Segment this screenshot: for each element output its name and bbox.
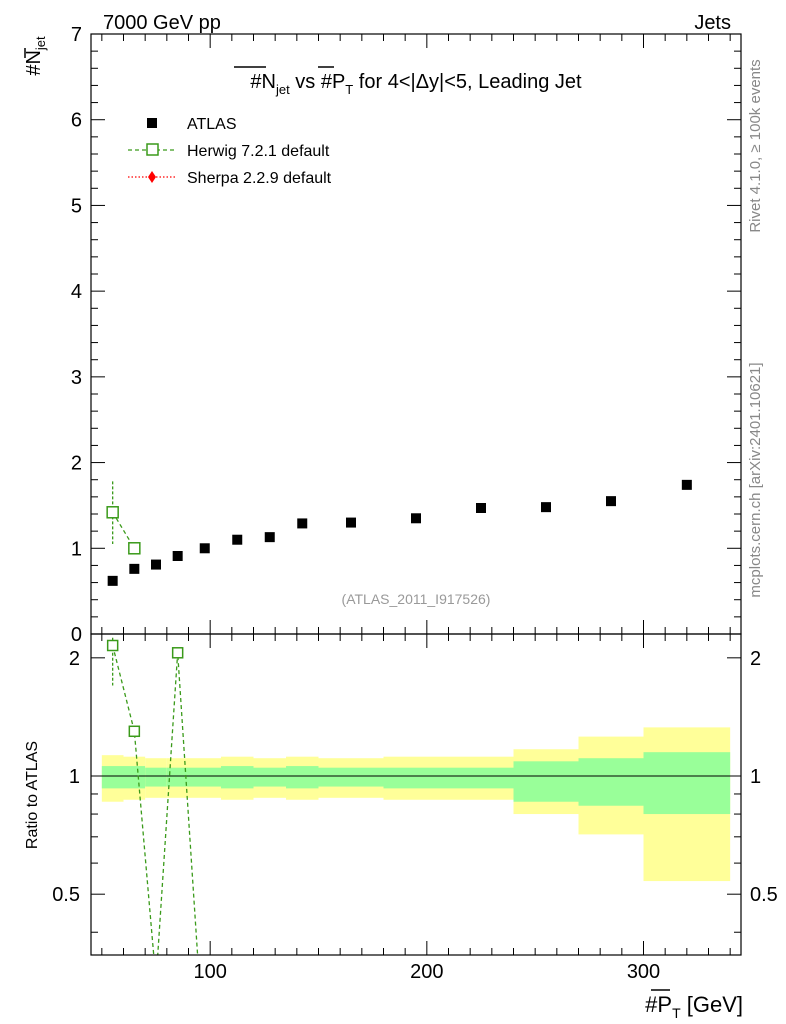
ratio-herwig-point (128, 725, 141, 738)
atlas-point (606, 496, 616, 507)
ratio-band-inner (188, 767, 221, 787)
x-tick-label: 100 (193, 961, 226, 983)
y-tick-label: 7 (71, 24, 82, 46)
ratio-bands (101, 727, 731, 882)
atlas-point (107, 575, 118, 586)
ratio-band-inner (145, 767, 167, 787)
rivet-label: Rivet 4.1.0, ≥ 100k events (747, 59, 764, 232)
ratio-band-inner (318, 767, 384, 787)
ratio-herwig-point (171, 647, 184, 659)
ratio-band-inner (643, 752, 731, 815)
ratio-y-tick-label-right: 0.5 (750, 884, 778, 906)
ratio-y-tick-label: 2 (69, 648, 80, 670)
svg-text:#Njet: #Njet (23, 36, 48, 76)
legend: ATLAS Herwig 7.2.1 default Sherpa 2.2.9 … (128, 116, 332, 187)
y-tick-label: 5 (71, 195, 82, 217)
ratio-band-inner (166, 767, 189, 787)
ratio-band-inner (253, 767, 286, 787)
ratio-frame (90, 633, 742, 956)
legend-sherpa-label: Sherpa 2.2.9 default (187, 170, 332, 187)
ratio-band-inner (123, 766, 146, 789)
y-axis-label-sub: jet (33, 36, 48, 51)
atlas-point (264, 532, 275, 543)
atlas-point (541, 502, 551, 513)
x-tick-label: 300 (627, 961, 660, 983)
herwig-point (106, 506, 119, 519)
y-tick-label: 0 (71, 624, 82, 646)
ratio-band-inner (221, 766, 254, 789)
x-tick-label: 200 (410, 961, 443, 983)
chart-title: #Njet vs #PT for 4<|Δy|<5, Leading Jet (250, 71, 582, 97)
ratio-band-inner (513, 761, 579, 802)
atlas-point (232, 534, 243, 545)
header-right: Jets (694, 12, 731, 34)
ratio-y-tick-label-right: 1 (750, 766, 761, 788)
atlas-point (297, 518, 308, 529)
legend-atlas-marker (147, 118, 157, 128)
atlas-point (129, 563, 140, 574)
ratio-y-tick-label-right: 2 (750, 648, 761, 670)
legend-sherpa-marker (148, 171, 156, 183)
ratio-band-inner (286, 766, 319, 789)
ratio-band-inner (383, 767, 449, 789)
analysis-watermark: (ATLAS_2011_I917526) (342, 591, 491, 607)
y-tick-label: 2 (71, 453, 82, 475)
atlas-point (199, 543, 210, 554)
header-left: 7000 GeV pp (103, 12, 221, 34)
legend-atlas-label: ATLAS (187, 116, 237, 133)
y-tick-label: 6 (71, 110, 82, 132)
ratio-band-inner (578, 758, 644, 806)
y-axis-label: #Njet (23, 36, 48, 76)
atlas-point (681, 479, 692, 490)
y-axis-label-main: #N (23, 50, 45, 76)
x-axis-label: #PT [GeV] (645, 992, 743, 1021)
atlas-point (151, 559, 161, 570)
herwig-point (128, 542, 141, 555)
ratio-herwig-point (106, 639, 119, 652)
ratio-y-axis-label: Ratio to ATLAS (24, 741, 41, 849)
y-tick-label: 3 (71, 367, 82, 389)
atlas-point (476, 503, 486, 513)
legend-herwig-marker (146, 143, 159, 156)
ratio-herwig-line (112, 645, 199, 955)
ratio-y-tick-label: 1 (69, 766, 80, 788)
ratio-y-tick-label: 0.5 (52, 884, 80, 906)
y-tick-label: 4 (71, 281, 82, 303)
mcplots-label: mcplots.cern.ch [arXiv:2401.10621] (747, 362, 764, 597)
ratio-band-inner (448, 767, 514, 789)
atlas-point (172, 551, 183, 561)
atlas-point (411, 513, 421, 524)
y-tick-label: 1 (71, 538, 82, 560)
ratio-herwig (106, 637, 199, 955)
ratio-band-inner (101, 766, 124, 789)
legend-herwig-label: Herwig 7.2.1 default (187, 143, 330, 160)
atlas-point (346, 517, 356, 528)
